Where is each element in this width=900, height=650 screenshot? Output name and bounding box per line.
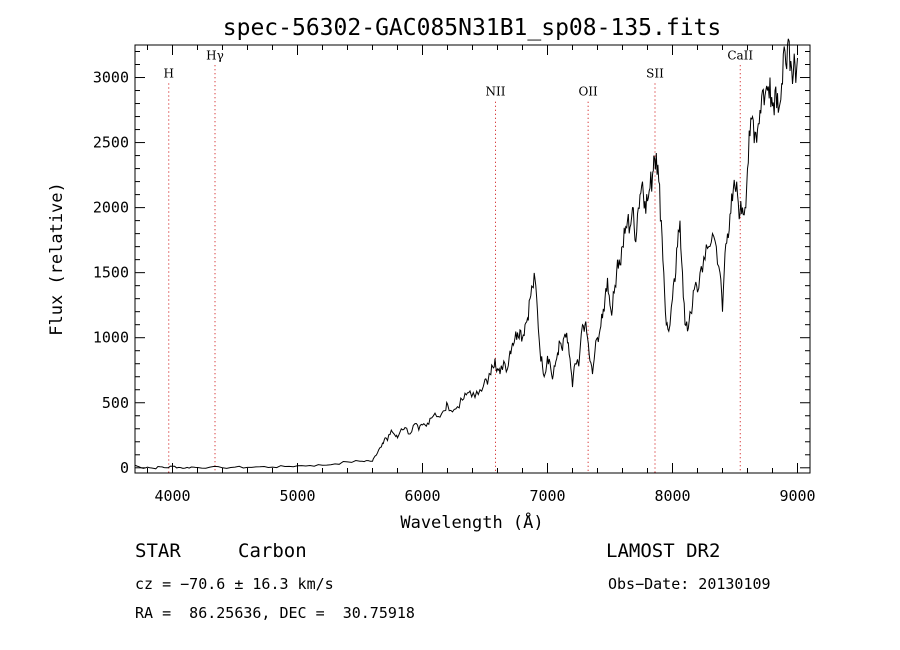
object-class: STAR xyxy=(135,540,181,562)
spectral-line-label-hγ: Hγ xyxy=(206,48,224,62)
spectral-line-markers: H Hγ NII OII SII CaII xyxy=(164,48,753,473)
y-tick-label-3000: 3000 xyxy=(93,69,129,87)
spectral-line-label-nii: NII xyxy=(486,85,506,99)
y-tick-label-500: 500 xyxy=(102,394,129,412)
survey-name: LAMOST DR2 xyxy=(606,540,721,562)
x-tick-label-6000: 6000 xyxy=(404,487,440,505)
x-tick-label-7000: 7000 xyxy=(529,487,565,505)
y-tick-label-2000: 2000 xyxy=(93,199,129,217)
redshift-text: cz = −70.6 ± 16.3 km/s xyxy=(135,575,334,593)
y-tick-label-0: 0 xyxy=(120,459,129,477)
spectral-line-label-oii: OII xyxy=(578,85,598,99)
x-axis-label: Wavelength (Å) xyxy=(400,511,543,533)
coordinates-text: RA = 86.25636, DEC = 30.75918 xyxy=(135,604,415,622)
y-tick-label-2500: 2500 xyxy=(93,134,129,152)
spectral-line-label-caii: CaII xyxy=(727,48,753,62)
axis-ticks: 4000 5000 6000 7000 8000 9000 0 500 1000 1500 2000… xyxy=(93,45,816,505)
y-axis-label: Flux (relative) xyxy=(47,182,67,336)
x-tick-label-4000: 4000 xyxy=(154,487,190,505)
x-tick-label-8000: 8000 xyxy=(654,487,690,505)
obs-date-text: Obs−Date: 20130109 xyxy=(608,575,771,593)
x-tick-label-5000: 5000 xyxy=(279,487,315,505)
y-tick-label-1000: 1000 xyxy=(93,329,129,347)
y-tick-label-1500: 1500 xyxy=(93,264,129,282)
chart-title: spec-56302-GAC085N31B1_sp08-135.fits xyxy=(223,15,722,41)
object-subclass: Carbon xyxy=(238,540,307,562)
spectral-line-label-h: H xyxy=(164,67,174,81)
plot-frame xyxy=(134,44,811,474)
x-tick-label-9000: 9000 xyxy=(779,487,815,505)
spectral-line-label-sii: SII xyxy=(646,67,664,81)
spectrum-series-line xyxy=(134,38,798,470)
